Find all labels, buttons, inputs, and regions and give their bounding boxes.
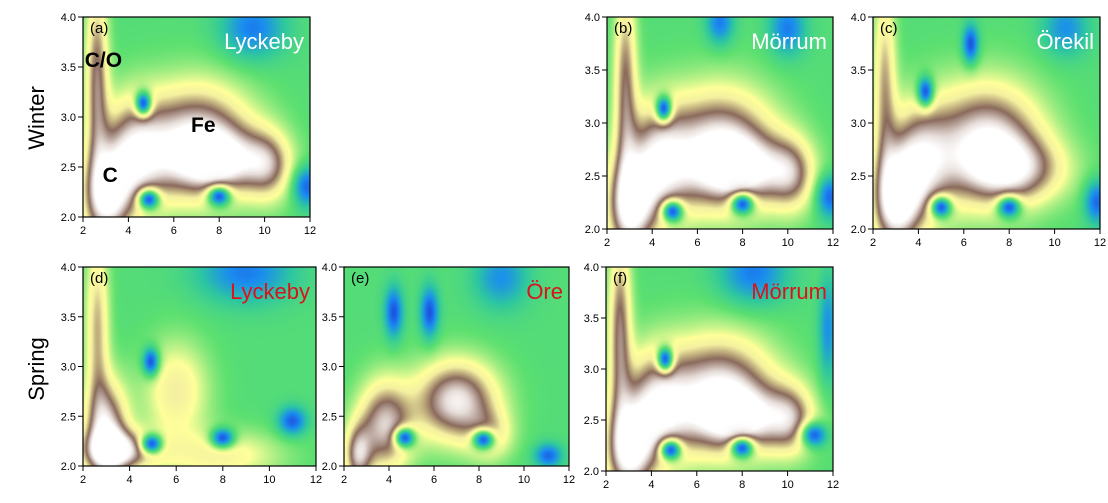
x-tick-label: 4 bbox=[386, 474, 392, 486]
y-tick-label: 3.0 bbox=[322, 362, 337, 374]
row-label-winter: Winter bbox=[24, 86, 49, 150]
panel-c: 2.0 2.5 3.0 3.5 4.0 2 4 6 8 10 12 (c) Örekil bbox=[851, 12, 1106, 249]
x-tick-label: 2 bbox=[603, 479, 609, 491]
panel-e: 2.0 2.5 3.0 3.5 4.0 2 4 6 8 10 12 (e) Öre bbox=[322, 262, 575, 486]
x-tick-label: 6 bbox=[431, 474, 437, 486]
heatmap-surface bbox=[607, 17, 833, 229]
y-tick-label: 4.0 bbox=[584, 262, 599, 274]
site-label: Lyckeby bbox=[230, 279, 310, 304]
y-tick-label: 4.0 bbox=[851, 12, 866, 24]
y-tick-label: 2.5 bbox=[61, 411, 76, 423]
y-tick-label: 4.0 bbox=[585, 12, 600, 24]
y-tick-label: 2.5 bbox=[61, 162, 76, 174]
y-tick-label: 2.5 bbox=[585, 171, 600, 183]
y-tick-label: 2.5 bbox=[322, 411, 337, 423]
y-tick-label: 2.5 bbox=[584, 415, 599, 427]
region-annotation: Fe bbox=[191, 114, 216, 137]
x-tick-label: 4 bbox=[915, 237, 921, 249]
y-tick-label: 2.0 bbox=[851, 224, 866, 236]
y-tick-label: 3.0 bbox=[585, 118, 600, 130]
x-tick-label: 10 bbox=[781, 479, 793, 491]
site-label: Öre bbox=[526, 279, 563, 304]
x-tick-label: 6 bbox=[694, 237, 700, 249]
panel-tag: (c) bbox=[880, 20, 898, 37]
heatmap-surface bbox=[606, 267, 833, 471]
x-tick-label: 10 bbox=[258, 225, 270, 237]
x-tick-label: 12 bbox=[1094, 237, 1106, 249]
x-tick-label: 12 bbox=[310, 474, 322, 486]
panel-f: 2.0 2.5 3.0 3.5 4.0 2 4 6 8 10 12 (f) Mörrum bbox=[584, 262, 839, 491]
x-tick-label: 6 bbox=[173, 474, 179, 486]
y-tick-label: 3.0 bbox=[851, 118, 866, 130]
site-label: Lyckeby bbox=[224, 29, 304, 54]
heatmap-surface bbox=[873, 17, 1100, 229]
panel-tag: (d) bbox=[90, 270, 108, 287]
x-tick-label: 12 bbox=[563, 474, 575, 486]
y-tick-label: 2.0 bbox=[322, 461, 337, 473]
panel-b: 2.0 2.5 3.0 3.5 4.0 2 4 6 8 10 12 (b) Mörrum bbox=[585, 12, 839, 249]
y-tick-label: 2.5 bbox=[851, 171, 866, 183]
x-tick-label: 4 bbox=[125, 225, 131, 237]
y-tick-label: 3.0 bbox=[61, 362, 76, 374]
y-tick-label: 4.0 bbox=[61, 262, 76, 274]
y-tick-label: 3.5 bbox=[322, 312, 337, 324]
x-tick-label: 4 bbox=[127, 474, 133, 486]
x-tick-label: 8 bbox=[739, 479, 745, 491]
site-label: Mörrum bbox=[751, 29, 827, 54]
x-tick-label: 8 bbox=[220, 474, 226, 486]
x-tick-label: 10 bbox=[518, 474, 530, 486]
x-tick-label: 6 bbox=[171, 225, 177, 237]
y-tick-label: 3.0 bbox=[584, 364, 599, 376]
region-annotation: C bbox=[103, 164, 118, 187]
y-tick-label: 3.5 bbox=[851, 65, 866, 77]
x-tick-label: 10 bbox=[782, 237, 794, 249]
panel-tag: (b) bbox=[614, 20, 632, 37]
x-tick-label: 8 bbox=[476, 474, 482, 486]
x-tick-label: 2 bbox=[80, 225, 86, 237]
y-tick-label: 4.0 bbox=[322, 262, 337, 274]
y-tick-label: 3.0 bbox=[61, 112, 76, 124]
x-tick-label: 6 bbox=[961, 237, 967, 249]
x-tick-label: 8 bbox=[740, 237, 746, 249]
y-tick-label: 3.5 bbox=[584, 313, 599, 325]
panels: 2.02.53.03.54.02 4 6 8 10 12(a)LyckebyC/OFeC2… bbox=[61, 12, 1106, 491]
panel-tag: (e) bbox=[351, 270, 369, 287]
y-tick-label: 3.5 bbox=[585, 65, 600, 77]
x-tick-label: 2 bbox=[604, 237, 610, 249]
panel-tag: (f) bbox=[613, 270, 627, 287]
row-label-spring: Spring bbox=[24, 337, 49, 401]
x-tick-label: 6 bbox=[694, 479, 700, 491]
region-annotation: C/O bbox=[85, 49, 122, 72]
panel-d: 2.0 2.5 3.0 3.5 4.0 2 4 6 8 10 12 (d) Lyckeby bbox=[61, 262, 322, 486]
heatmap-surface bbox=[344, 267, 569, 466]
y-tick-label: 3.5 bbox=[61, 312, 76, 324]
x-tick-label: 4 bbox=[649, 237, 655, 249]
y-tick-label: 2.0 bbox=[61, 212, 76, 224]
x-tick-label: 12 bbox=[304, 225, 316, 237]
y-tick-label: 2.0 bbox=[584, 466, 599, 478]
x-tick-label: 8 bbox=[1006, 237, 1012, 249]
x-tick-label: 2 bbox=[80, 474, 86, 486]
x-tick-label: 10 bbox=[1048, 237, 1060, 249]
y-tick-label: 2.0 bbox=[585, 224, 600, 236]
panel-a: 2.0 2.5 3.0 3.5 4.0 2 4 6 8 10 12 (a) Lyckeby C/O Fe C bbox=[61, 12, 316, 237]
x-tick-label: 12 bbox=[827, 237, 839, 249]
site-label: Örekil bbox=[1037, 29, 1094, 54]
x-tick-label: 2 bbox=[870, 237, 876, 249]
y-tick-label: 2.0 bbox=[61, 461, 76, 473]
x-tick-label: 4 bbox=[648, 479, 654, 491]
y-tick-label: 4.0 bbox=[61, 12, 76, 24]
x-tick-label: 8 bbox=[216, 225, 222, 237]
heatmap-surface bbox=[83, 267, 316, 466]
x-tick-label: 2 bbox=[341, 474, 347, 486]
y-tick-label: 3.5 bbox=[61, 62, 76, 74]
x-tick-label: 12 bbox=[827, 479, 839, 491]
heatmap-surface bbox=[83, 17, 310, 217]
site-label: Mörrum bbox=[751, 279, 827, 304]
panel-tag: (a) bbox=[90, 20, 108, 37]
x-tick-label: 10 bbox=[263, 474, 275, 486]
